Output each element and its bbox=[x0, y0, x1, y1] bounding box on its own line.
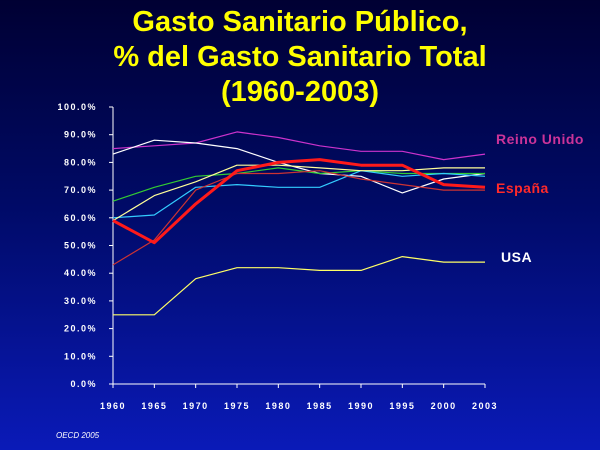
x-tick-label: 1965 bbox=[141, 401, 167, 411]
x-tick-label: 1995 bbox=[389, 401, 415, 411]
y-tick-label: 100.0% bbox=[57, 102, 97, 112]
series-line-espa-a bbox=[112, 158, 486, 245]
y-tick-label: 80.0% bbox=[64, 157, 97, 167]
series-line-usa bbox=[113, 256, 485, 316]
x-tick-label: 1985 bbox=[307, 401, 333, 411]
series-labels: Reino Unido España USA bbox=[496, 131, 584, 265]
x-tick-label: 1970 bbox=[183, 401, 209, 411]
chart-title-line-2: % del Gasto Sanitario Total bbox=[113, 41, 487, 73]
series-label: España bbox=[496, 180, 549, 196]
y-tick-label: 30.0% bbox=[64, 296, 97, 306]
x-tick-label: 1960 bbox=[100, 401, 126, 411]
series-line-country-3 bbox=[112, 139, 486, 194]
series-line-country-7 bbox=[112, 164, 485, 222]
y-tick-label: 40.0% bbox=[64, 268, 97, 278]
series-line-country-6 bbox=[112, 170, 485, 266]
y-tick-label: 0.0% bbox=[70, 379, 97, 389]
chart-title-line-1: Gasto Sanitario Público, bbox=[132, 6, 468, 38]
series-label: USA bbox=[501, 249, 532, 265]
chart-series bbox=[112, 131, 486, 316]
x-tick-label: 1975 bbox=[224, 401, 250, 411]
y-tick-label: 10.0% bbox=[64, 351, 97, 361]
x-tick-label: 2000 bbox=[431, 401, 457, 411]
chart-title-line-3: (1960-2003) bbox=[221, 76, 379, 108]
y-tick-label: 20.0% bbox=[64, 324, 97, 334]
y-tick-label: 70.0% bbox=[64, 185, 97, 195]
series-line-reino-unido bbox=[112, 131, 486, 161]
x-tick-label: 2003 bbox=[472, 401, 498, 411]
chart-axes: 100.0% 90.0% 80.0% 70.0% 60.0% 50.0% 40.0% 30.0… bbox=[57, 102, 498, 411]
series-line-country-4 bbox=[112, 167, 485, 202]
y-tick-label: 90.0% bbox=[64, 130, 97, 140]
source-note: OECD 2005 bbox=[56, 431, 100, 440]
y-tick-label: 60.0% bbox=[64, 213, 97, 223]
x-tick-label: 1980 bbox=[265, 401, 291, 411]
x-tick-label: 1990 bbox=[348, 401, 374, 411]
y-tick-label: 50.0% bbox=[64, 241, 97, 251]
series-label: Reino Unido bbox=[496, 131, 584, 147]
